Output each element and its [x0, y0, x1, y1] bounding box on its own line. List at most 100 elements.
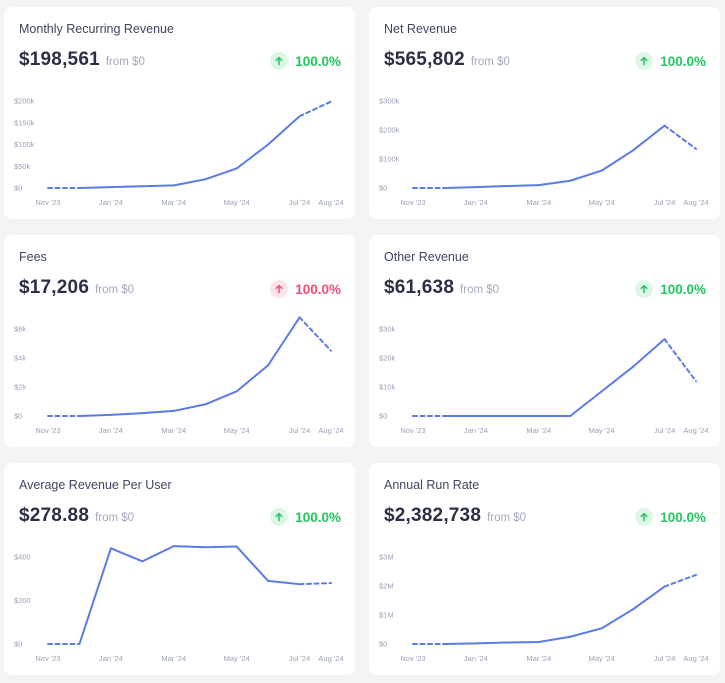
- x-tick-label: Nov '23: [35, 426, 60, 435]
- x-tick-label: Aug '24: [318, 426, 343, 435]
- line-segment: [204, 545, 238, 549]
- projected-line-segment: [298, 316, 332, 352]
- line-segment: [235, 364, 270, 393]
- line-chart: $0 $50k $100k $150k $200k Nov '23 Jan '24 Mar '…: [14, 97, 344, 208]
- line-segment: [109, 547, 144, 563]
- projected-line-segment: [298, 100, 332, 118]
- y-tick-label: $0: [379, 184, 387, 193]
- line-segment: [506, 640, 540, 644]
- x-tick-label: Jan '24: [99, 654, 123, 663]
- metric-from: from $0: [470, 56, 510, 68]
- x-tick-label: May '24: [224, 198, 250, 207]
- x-tick-label: Jan '24: [99, 426, 123, 435]
- y-tick-label: $20k: [379, 354, 396, 363]
- y-tick-label: $0: [379, 640, 387, 649]
- line-segment: [267, 316, 301, 367]
- projected-line-segment: [663, 338, 697, 383]
- metric-card-fees: Fees $17,206 from $0 100.0% $0 $2k $4k $6k N…: [4, 235, 355, 447]
- line-segment: [569, 390, 603, 417]
- change-percent: 100.0%: [660, 53, 706, 69]
- line-segment: [600, 149, 635, 172]
- line-segment: [141, 409, 175, 415]
- arrow-up-icon: [635, 508, 654, 526]
- line-segment: [506, 184, 540, 187]
- line-chart: $0 $200 $400 Nov '23 Jan '24 Mar '24 May '24 Ju…: [14, 545, 344, 663]
- line-segment: [267, 579, 301, 586]
- card-title: Annual Run Rate: [384, 478, 480, 492]
- x-tick-label: May '24: [224, 654, 250, 663]
- arrow-up-icon: [270, 280, 289, 298]
- x-tick-label: Mar '24: [161, 426, 186, 435]
- y-tick-label: $2k: [14, 383, 26, 392]
- line-segment: [78, 413, 112, 417]
- line-segment: [569, 169, 603, 182]
- change-percent: 100.0%: [295, 281, 341, 297]
- y-tick-label: $200k: [379, 126, 400, 135]
- metric-value: $198,561: [19, 49, 100, 70]
- metric-value: $61,638: [384, 277, 455, 298]
- x-tick-label: Mar '24: [161, 654, 186, 663]
- x-tick-label: Mar '24: [526, 654, 551, 663]
- y-tick-label: $50k: [14, 162, 31, 171]
- card-title: Monthly Recurring Revenue: [19, 22, 174, 36]
- line-segment: [600, 608, 635, 630]
- change-indicator: 100.0%: [635, 508, 706, 526]
- line-segment: [141, 184, 175, 188]
- metric-row: $198,561 from $0: [19, 49, 145, 71]
- line-segment: [78, 547, 112, 645]
- metric-row: $17,206 from $0: [19, 277, 134, 299]
- card-title: Average Revenue Per User: [19, 478, 172, 492]
- y-tick-label: $300k: [379, 97, 400, 106]
- x-tick-label: Jul '24: [289, 198, 310, 207]
- x-tick-label: Mar '24: [161, 198, 186, 207]
- y-tick-label: $200: [14, 596, 31, 605]
- change-percent: 100.0%: [660, 281, 706, 297]
- card-title: Other Revenue: [384, 250, 469, 264]
- metric-from: from $0: [95, 284, 135, 296]
- x-tick-label: Nov '23: [35, 198, 60, 207]
- x-tick-label: Jan '24: [99, 198, 123, 207]
- x-tick-label: Jul '24: [289, 654, 310, 663]
- x-tick-label: Nov '23: [400, 426, 425, 435]
- line-chart: $0 $100k $200k $300k Nov '23 Jan '24 Mar '24 Ma…: [379, 97, 709, 208]
- card-title: Fees: [19, 250, 47, 264]
- x-tick-label: Aug '24: [318, 198, 343, 207]
- projected-line-segment: [663, 573, 697, 588]
- line-segment: [172, 403, 207, 412]
- line-segment: [632, 124, 666, 152]
- line-segment: [141, 545, 175, 563]
- line-segment: [443, 186, 477, 189]
- projected-line-segment: [663, 124, 697, 150]
- change-percent: 100.0%: [660, 509, 706, 525]
- arrow-up-icon: [270, 52, 289, 70]
- line-segment: [267, 115, 301, 146]
- line-segment: [235, 545, 270, 582]
- line-chart: $0 $1M $2M $3M Nov '23 Jan '24 Mar '24 May '24 J…: [379, 553, 709, 664]
- x-tick-label: Aug '24: [683, 198, 708, 207]
- metric-value: $565,802: [384, 49, 465, 70]
- x-tick-label: May '24: [224, 426, 250, 435]
- x-tick-label: Jul '24: [654, 426, 675, 435]
- y-tick-label: $0: [14, 640, 22, 649]
- line-segment: [632, 585, 666, 611]
- change-indicator: 100.0%: [270, 280, 341, 298]
- x-tick-label: Aug '24: [318, 654, 343, 663]
- metric-row: $2,382,738 from $0: [384, 505, 526, 527]
- x-tick-label: Nov '23: [400, 654, 425, 663]
- x-tick-label: Nov '23: [35, 654, 60, 663]
- line-segment: [109, 412, 144, 416]
- metric-row: $278.88 from $0: [19, 505, 134, 527]
- line-segment: [235, 143, 270, 170]
- y-tick-label: $2M: [379, 582, 394, 591]
- metric-card-net-revenue: Net Revenue $565,802 from $0 100.0% $0 $1…: [369, 7, 720, 219]
- line-segment: [474, 184, 509, 189]
- line-segment: [443, 642, 477, 645]
- line-segment: [537, 179, 572, 187]
- metric-card-other-revenue: Other Revenue $61,638 from $0 100.0% $0 $…: [369, 235, 720, 447]
- line-segment: [204, 390, 238, 406]
- x-tick-label: Mar '24: [526, 426, 551, 435]
- line-segment: [172, 178, 207, 187]
- card-title: Net Revenue: [384, 22, 457, 36]
- y-tick-label: $3M: [379, 553, 394, 562]
- arrow-up-icon: [270, 508, 289, 526]
